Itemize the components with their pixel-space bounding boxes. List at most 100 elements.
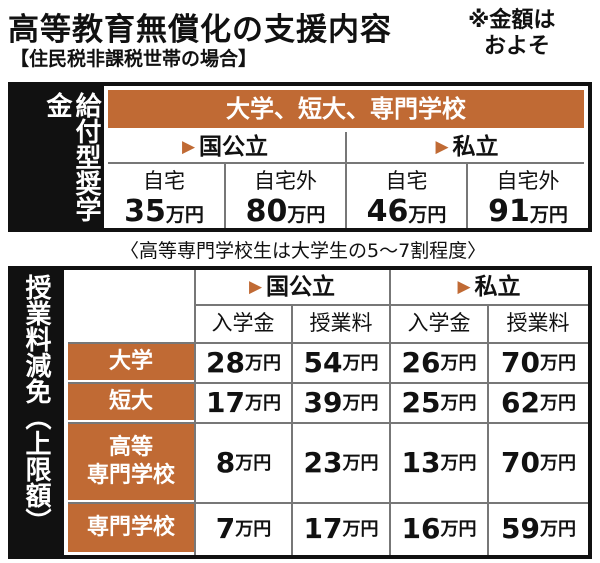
table-cell: 70 万円: [489, 344, 588, 380]
grant-side-label: 給付型奨学金: [42, 92, 101, 222]
table-cell: 8 万円: [196, 424, 291, 500]
cell-unit: 万円: [440, 519, 477, 540]
cell-unit: 万円: [244, 393, 281, 414]
grant-amount: 91: [488, 194, 530, 229]
tuition-section-public-label: 国公立: [266, 274, 336, 300]
tuition-side-label: 授業料減免（上限額）: [21, 274, 51, 534]
cell-amount: 13: [401, 445, 441, 479]
cell-amount: 39: [303, 385, 343, 419]
grant-cell: 自宅 46万円: [347, 162, 466, 228]
table-cell: 28 万円: [196, 344, 291, 380]
row-label-technical-college: 高等 専門学校: [68, 424, 194, 500]
amount-note-line2: およそ: [484, 34, 551, 59]
column-header: 入学金: [211, 311, 275, 335]
table-cell: 13 万円: [391, 424, 487, 500]
page-subtitle: 【住民税非課税世帯の場合】: [10, 48, 258, 70]
table-cell: 17 万円: [196, 384, 291, 420]
cell-unit: 万円: [539, 453, 576, 474]
tuition-section: 授業料減免（上限額） ▶ 国公立 ▶ 私立 入学金 授業料 入学金 授業料 大学 短…: [8, 266, 592, 559]
cell-unit: 万円: [440, 353, 477, 374]
cell-amount: 7: [215, 511, 236, 545]
cell-amount: 70: [501, 345, 540, 379]
divider: [68, 422, 588, 424]
grant-banner: 大学、短大、専門学校: [108, 90, 584, 128]
cell-unit: 万円: [235, 519, 272, 540]
grant-cell-label: 自宅外: [254, 169, 317, 193]
cell-amount: 25: [401, 385, 441, 419]
row-label-university: 大学: [68, 344, 194, 380]
triangle-icon: ▶: [457, 277, 471, 297]
row-label-line: 高等: [108, 435, 153, 460]
cell-unit: 万円: [235, 453, 272, 474]
tuition-section-private-label: 私立: [474, 274, 521, 300]
cell-unit: 万円: [244, 353, 281, 374]
divider: [389, 270, 391, 555]
grant-cell-label: 自宅: [143, 169, 185, 193]
tuition-panel: ▶ 国公立 ▶ 私立 入学金 授業料 入学金 授業料 大学 短大 高等 専門学校 専…: [64, 270, 588, 555]
grant-section-public: ▶ 国公立: [104, 132, 346, 162]
cell-amount: 62: [501, 385, 540, 419]
table-cell: 39 万円: [293, 384, 389, 420]
grant-cell: 自宅 35万円: [104, 162, 224, 228]
cell-unit: 万円: [342, 393, 379, 414]
grant-cell-value: 91万円: [468, 196, 588, 232]
cell-unit: 万円: [342, 353, 379, 374]
table-cell: 26 万円: [391, 344, 487, 380]
cell-amount: 17: [206, 385, 245, 419]
cell-unit: 万円: [539, 519, 576, 540]
grant-unit: 万円: [287, 204, 326, 226]
table-cell: 17 万円: [293, 504, 389, 552]
grant-cell-value: 35万円: [104, 196, 224, 232]
triangle-icon: ▶: [248, 277, 263, 297]
table-cell: 23 万円: [293, 424, 389, 500]
divider: [487, 304, 489, 555]
amount-note: ※金額は およそ: [468, 8, 555, 60]
table-cell: 7 万円: [196, 504, 291, 552]
grant-unit: 万円: [408, 204, 447, 226]
grant-amount: 80: [245, 194, 288, 229]
cell-unit: 万円: [440, 393, 477, 414]
cell-unit: 万円: [342, 453, 379, 474]
divider: [68, 382, 588, 384]
cell-amount: 17: [303, 511, 343, 545]
cell-unit: 万円: [539, 393, 576, 414]
cell-unit: 万円: [539, 353, 576, 374]
amount-note-line1: ※金額は: [468, 8, 556, 33]
cell-amount: 70: [501, 445, 540, 479]
grant-unit: 万円: [165, 204, 204, 226]
cell-amount: 8: [215, 445, 236, 479]
divider: [345, 132, 347, 228]
divider: [68, 502, 588, 504]
divider: [68, 342, 588, 344]
cell-amount: 23: [303, 445, 343, 479]
triangle-icon: ▶: [435, 137, 449, 157]
table-cell: 70 万円: [489, 424, 588, 500]
grant-section-private: ▶ 私立: [346, 132, 588, 162]
table-cell: 59 万円: [489, 504, 588, 552]
table-cell: 25 万円: [391, 384, 487, 420]
grant-cell-label: 自宅外: [496, 169, 560, 193]
page-title: 高等教育無償化の支援内容: [8, 12, 392, 48]
grant-cell: 自宅外 91万円: [468, 162, 588, 228]
grant-cell-value: 80万円: [226, 196, 345, 232]
cell-amount: 26: [401, 345, 441, 379]
row-label-vocational-school: 専門学校: [68, 504, 194, 552]
divider: [194, 270, 196, 555]
grant-amount: 46: [366, 194, 409, 229]
row-label-line: 専門学校: [86, 463, 175, 488]
cell-unit: 万円: [440, 453, 477, 474]
grant-section-public-label: 国公立: [199, 134, 269, 160]
cell-amount: 54: [303, 345, 343, 379]
caption: 〈高等専門学校生は大学生の5～7割程度〉: [120, 240, 487, 262]
divider: [291, 304, 293, 555]
tuition-section-public: ▶ 国公立: [194, 270, 390, 304]
column-header: 入学金: [407, 311, 471, 335]
cell-amount: 28: [206, 345, 245, 379]
grant-cell-value: 46万円: [347, 196, 466, 232]
grant-amount: 35: [124, 194, 166, 229]
grant-section: 給付型奨学金 大学、短大、専門学校 ▶ 国公立 ▶ 私立 自宅 35万円 自宅外 8…: [8, 82, 592, 232]
cell-amount: 59: [501, 511, 540, 545]
grant-panel: 大学、短大、専門学校 ▶ 国公立 ▶ 私立 自宅 35万円 自宅外 80万円 自宅 …: [104, 86, 588, 228]
row-label-junior-college: 短大: [68, 384, 194, 420]
grant-cell: 自宅外 80万円: [226, 162, 345, 228]
